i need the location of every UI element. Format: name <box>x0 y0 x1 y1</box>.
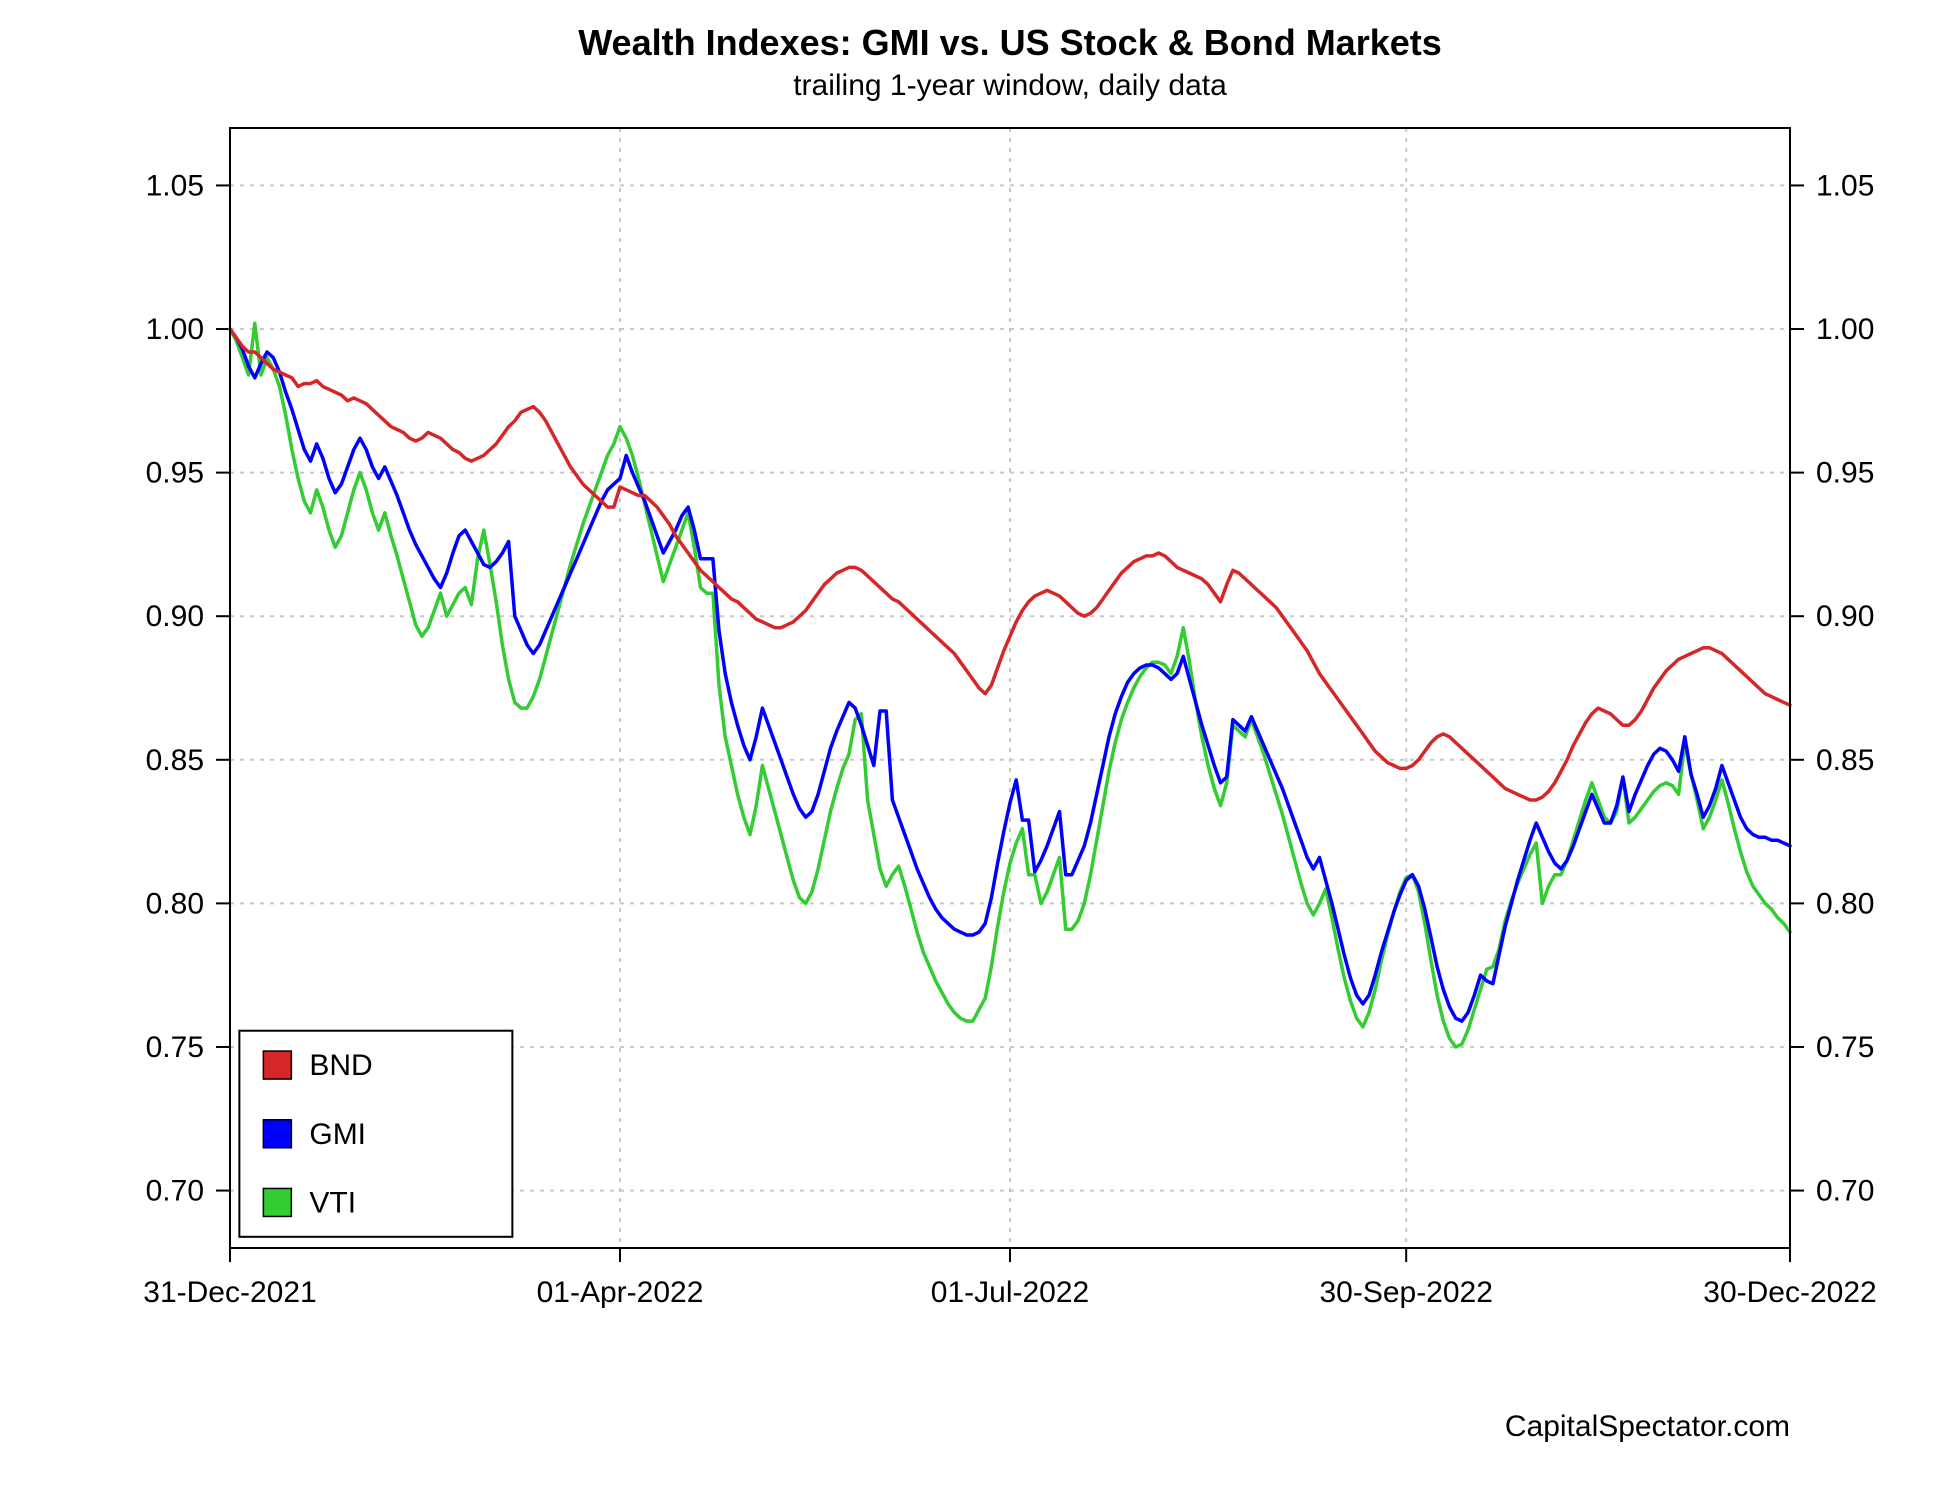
y-tick-label-right: 1.00 <box>1816 313 1874 346</box>
y-tick-label-left: 0.95 <box>146 457 204 490</box>
y-tick-label-right: 0.85 <box>1816 744 1874 777</box>
y-tick-label-left: 0.75 <box>146 1031 204 1064</box>
x-tick-label: 31-Dec-2021 <box>143 1276 316 1309</box>
y-tick-label-right: 0.70 <box>1816 1175 1874 1208</box>
x-tick-label: 01-Jul-2022 <box>931 1276 1089 1309</box>
y-tick-label-left: 0.70 <box>146 1175 204 1208</box>
y-tick-label-left: 0.80 <box>146 887 204 920</box>
chart-background <box>0 0 1936 1496</box>
legend-label-gmi: GMI <box>309 1118 366 1151</box>
y-tick-label-left: 1.05 <box>146 169 204 202</box>
source-attribution: CapitalSpectator.com <box>1505 1410 1790 1443</box>
legend-label-vti: VTI <box>309 1186 356 1219</box>
x-tick-label: 30-Sep-2022 <box>1319 1276 1492 1309</box>
chart-subtitle: trailing 1-year window, daily data <box>793 69 1227 102</box>
y-tick-label-right: 0.75 <box>1816 1031 1874 1064</box>
x-tick-label: 30-Dec-2022 <box>1703 1276 1876 1309</box>
legend-swatch-vti <box>263 1188 291 1216</box>
legend-swatch-gmi <box>263 1120 291 1148</box>
y-tick-label-right: 0.80 <box>1816 887 1874 920</box>
y-tick-label-left: 0.90 <box>146 600 204 633</box>
y-tick-label-right: 0.95 <box>1816 457 1874 490</box>
x-tick-label: 01-Apr-2022 <box>537 1276 704 1309</box>
y-tick-label-left: 1.00 <box>146 313 204 346</box>
legend-swatch-bnd <box>263 1051 291 1079</box>
wealth-index-chart: Wealth Indexes: GMI vs. US Stock & Bond … <box>0 0 1936 1496</box>
y-tick-label-right: 0.90 <box>1816 600 1874 633</box>
y-tick-label-left: 0.85 <box>146 744 204 777</box>
y-tick-label-right: 1.05 <box>1816 169 1874 202</box>
chart-title: Wealth Indexes: GMI vs. US Stock & Bond … <box>578 22 1442 63</box>
legend-label-bnd: BND <box>309 1049 372 1082</box>
